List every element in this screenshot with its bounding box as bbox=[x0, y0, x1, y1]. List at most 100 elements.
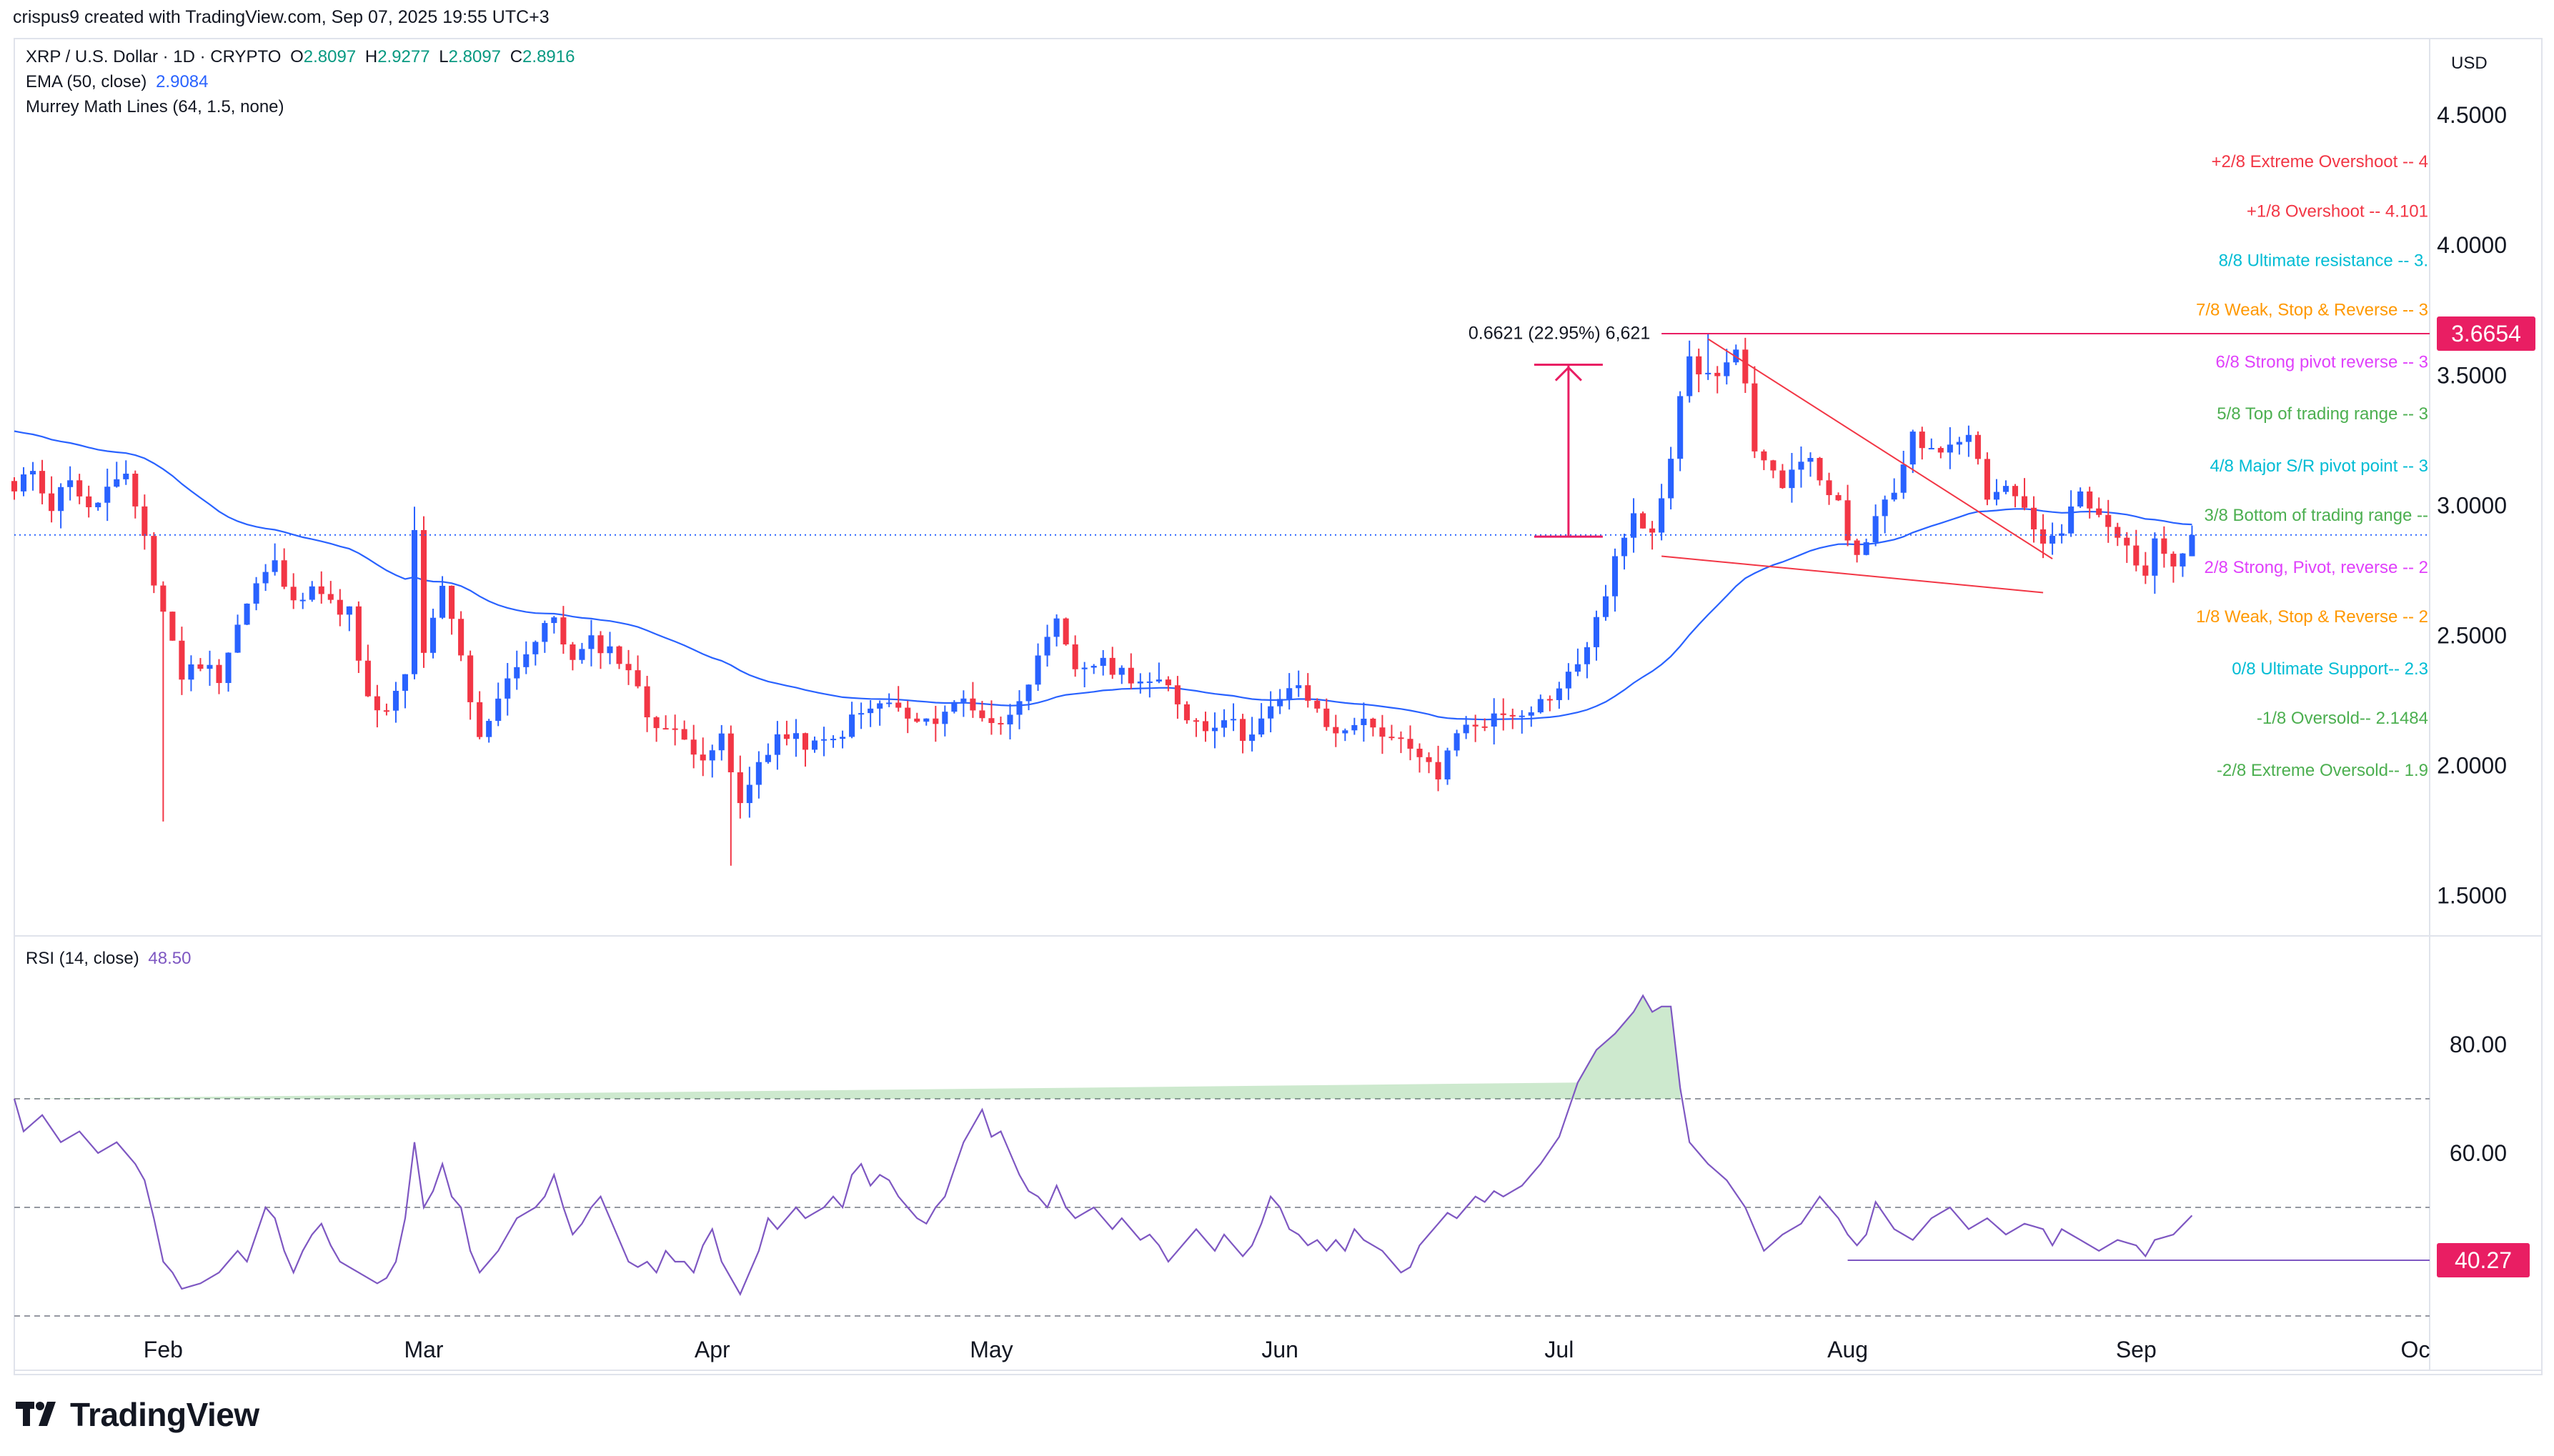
candle-body bbox=[1305, 685, 1311, 701]
murrey-level-label: 7/8 Weak, Stop & Reverse -- 3 bbox=[2196, 301, 2428, 320]
candle-body bbox=[532, 642, 539, 654]
rsi-legend[interactable]: RSI (14, close) 48.50 bbox=[26, 949, 195, 969]
candle-body bbox=[1426, 757, 1432, 762]
candle-body bbox=[1677, 396, 1684, 459]
candle-body bbox=[1556, 688, 1562, 700]
candle-body bbox=[1314, 700, 1321, 709]
candle-body bbox=[402, 674, 409, 691]
candle-body bbox=[588, 635, 595, 649]
murrey-level-label: 8/8 Ultimate resistance -- 3. bbox=[2219, 251, 2428, 270]
candle-body bbox=[514, 667, 520, 679]
candle-body bbox=[1342, 730, 1348, 734]
candle-body bbox=[318, 586, 324, 594]
candle-body bbox=[169, 612, 176, 641]
murrey-level-label: 1/8 Weak, Stop & Reverse -- 2 bbox=[2196, 607, 2428, 627]
candle-body bbox=[1974, 434, 1981, 459]
candle-body bbox=[1231, 719, 1237, 721]
candle-body bbox=[1891, 492, 1897, 500]
candle-body bbox=[951, 702, 958, 712]
chart-header: crispus9 created with TradingView.com, S… bbox=[13, 7, 550, 27]
candle-body bbox=[392, 690, 399, 711]
candle-body bbox=[783, 734, 790, 739]
high-price-label: 3.6654 bbox=[2451, 321, 2521, 346]
candle-body bbox=[449, 585, 455, 619]
candle-body bbox=[802, 733, 809, 750]
candle-body bbox=[1463, 724, 1469, 734]
candle-body bbox=[1509, 714, 1516, 717]
candle-body bbox=[67, 480, 74, 487]
candle-body bbox=[1900, 464, 1907, 493]
time-tick-label: Aug bbox=[1827, 1337, 1868, 1362]
candle-body bbox=[411, 529, 418, 674]
candle-body bbox=[792, 733, 799, 739]
candle-body bbox=[1611, 556, 1619, 597]
candle-body bbox=[76, 480, 83, 497]
candle-body bbox=[579, 649, 585, 660]
murrey-level-label: -2/8 Extreme Oversold-- 1.9 bbox=[2217, 761, 2428, 780]
tradingview-logo[interactable]: TradingView bbox=[16, 1395, 259, 1434]
candle-body bbox=[486, 721, 492, 737]
candle-body bbox=[560, 617, 567, 645]
candle-body bbox=[141, 506, 148, 537]
candle-body bbox=[1937, 448, 1944, 453]
time-tick-label: Apr bbox=[695, 1337, 730, 1362]
currency-label[interactable]: USD bbox=[2451, 54, 2488, 73]
candle-body bbox=[1854, 540, 1860, 555]
candle-body bbox=[1435, 762, 1441, 779]
ema-label: EMA (50, close) bbox=[26, 72, 147, 91]
price-tick-label: 2.5000 bbox=[2437, 622, 2507, 648]
candle-body bbox=[923, 718, 930, 722]
candle-body bbox=[179, 640, 185, 680]
candle-body bbox=[253, 583, 259, 604]
candle-body bbox=[2087, 491, 2093, 509]
rsi-line bbox=[13, 994, 2193, 1297]
candle-body bbox=[346, 606, 352, 615]
candle-body bbox=[1546, 699, 1553, 701]
candle-body bbox=[1500, 713, 1506, 715]
murrey-legend[interactable]: Murrey Math Lines (64, 1.5, none) bbox=[26, 97, 289, 117]
candle-body bbox=[718, 733, 725, 751]
symbol-legend[interactable]: XRP / U.S. Dollar · 1D · CRYPTO O2.8097 … bbox=[26, 47, 579, 67]
candle-body bbox=[2012, 486, 2019, 497]
candle-body bbox=[820, 739, 828, 741]
candle-body bbox=[197, 664, 204, 669]
candle-body bbox=[727, 733, 734, 772]
candle-body bbox=[765, 754, 771, 762]
candle-body bbox=[505, 678, 511, 699]
candle-body bbox=[1947, 444, 1953, 453]
candle-body bbox=[681, 729, 687, 740]
candle-body bbox=[1454, 733, 1460, 751]
candle-body bbox=[840, 737, 846, 739]
candle-body bbox=[2096, 508, 2102, 515]
tradingview-logo-icon bbox=[16, 1402, 56, 1426]
candle-body bbox=[420, 529, 427, 653]
candle-body bbox=[1519, 715, 1525, 717]
low-label: L bbox=[439, 47, 449, 66]
candle-body bbox=[1472, 724, 1479, 727]
candle-body bbox=[1351, 724, 1358, 731]
candle-body bbox=[1416, 748, 1423, 757]
murrey-level-label: +1/8 Overshoot -- 4.101 bbox=[2247, 201, 2428, 221]
ema-legend[interactable]: EMA (50, close) 2.9084 bbox=[26, 72, 212, 92]
candle-body bbox=[1370, 718, 1376, 728]
candle-body bbox=[1835, 495, 1842, 501]
candle-body bbox=[355, 606, 362, 661]
candle-body bbox=[1240, 719, 1246, 741]
candle-body bbox=[1183, 704, 1190, 721]
candle-body bbox=[895, 702, 902, 708]
time-tick-label: May bbox=[970, 1337, 1013, 1362]
candle-body bbox=[1491, 713, 1497, 727]
symbol-name: XRP / U.S. Dollar · 1D · CRYPTO bbox=[26, 47, 282, 66]
murrey-level-label: -1/8 Oversold-- 2.1484 bbox=[2257, 709, 2428, 728]
candle-body bbox=[1872, 516, 1879, 542]
candle-body bbox=[644, 686, 650, 718]
candle-body bbox=[1268, 706, 1274, 719]
candle-body bbox=[1965, 434, 1972, 442]
candle-body bbox=[1388, 737, 1395, 739]
time-tick-label: Feb bbox=[144, 1337, 183, 1362]
candle-body bbox=[1296, 685, 1302, 689]
candle-body bbox=[1817, 458, 1823, 481]
candle-body bbox=[104, 487, 111, 503]
candle-body bbox=[1146, 681, 1153, 683]
